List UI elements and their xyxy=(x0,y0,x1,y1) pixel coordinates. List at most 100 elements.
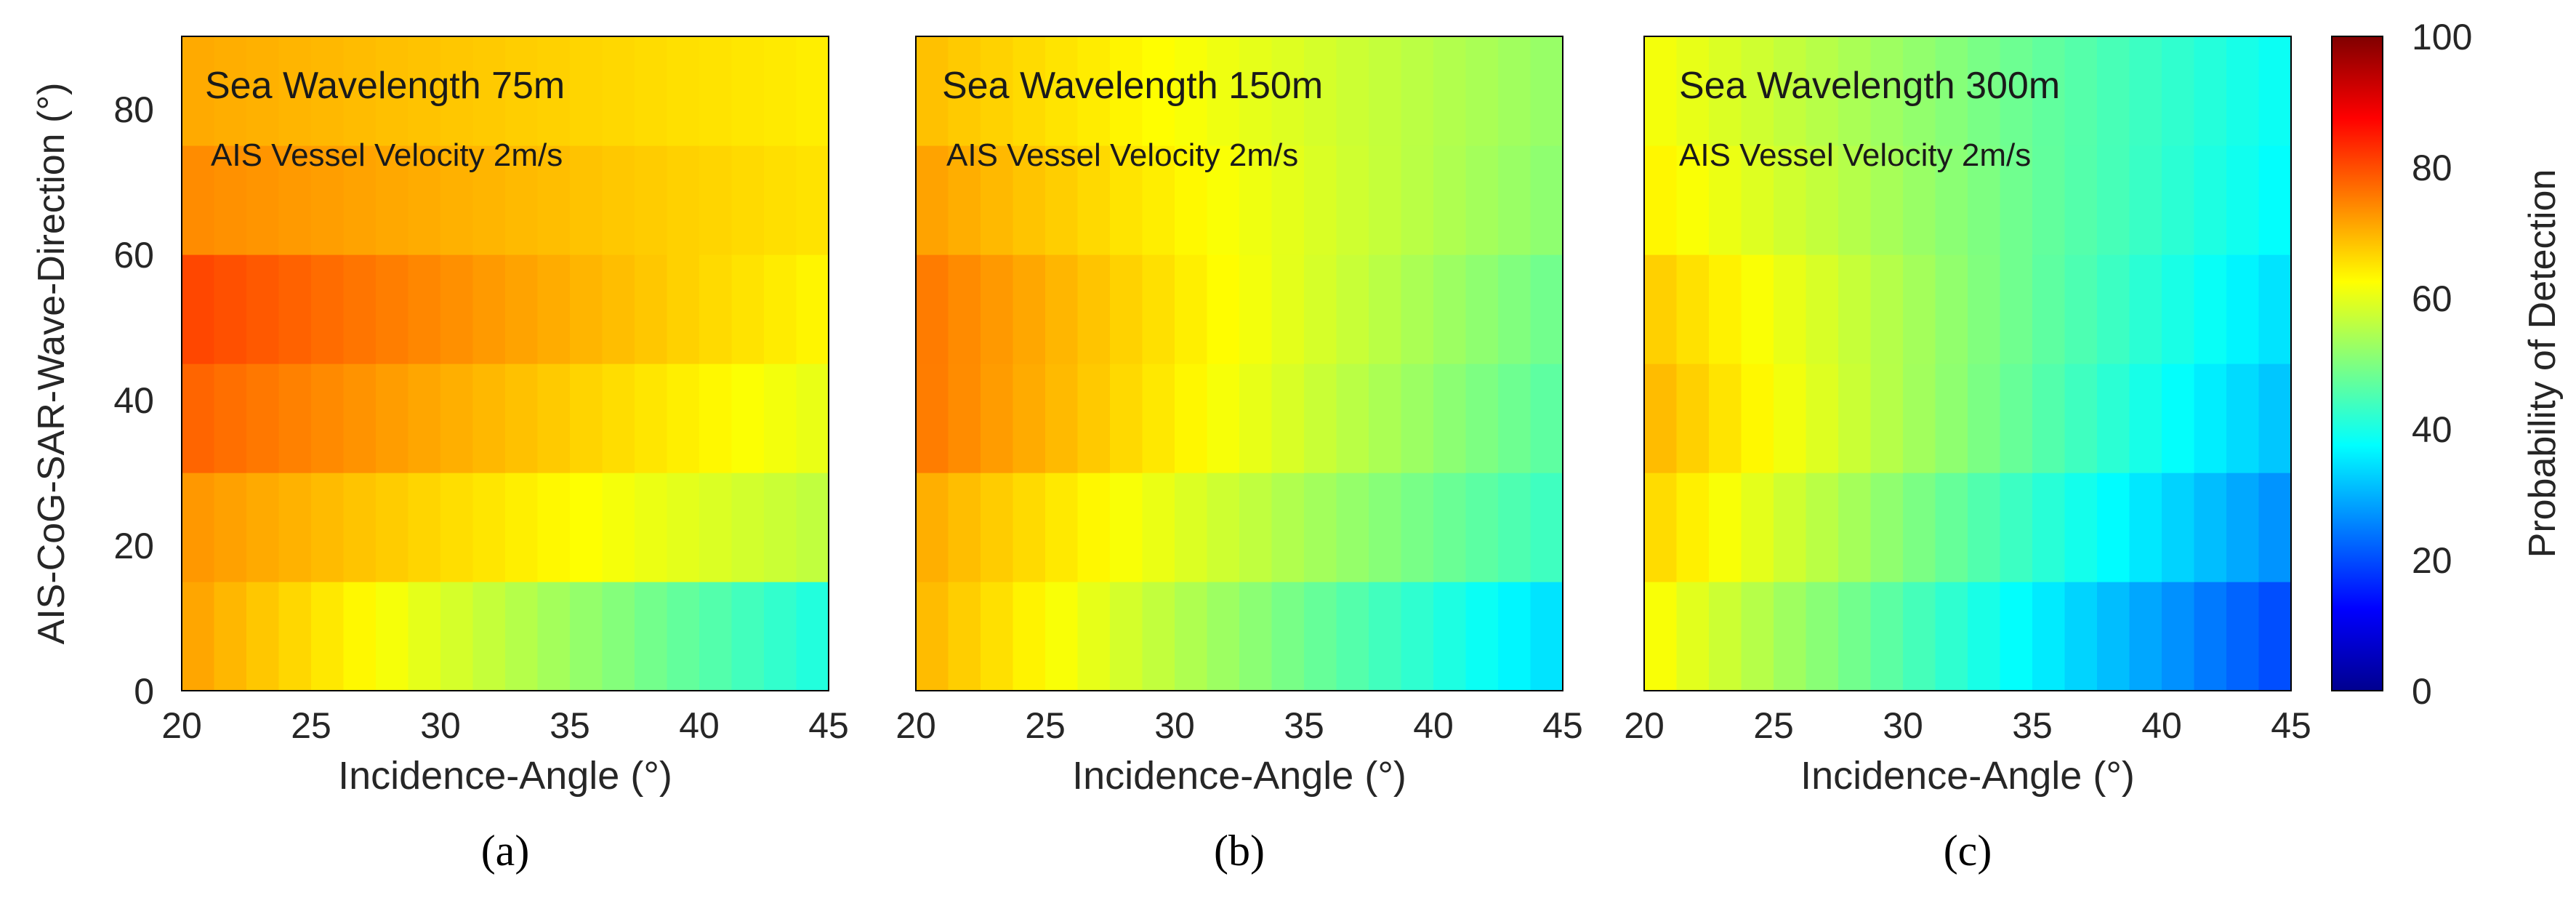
heatmap-cell xyxy=(764,582,797,691)
heatmap-cell xyxy=(1806,145,1839,255)
heatmap-cell xyxy=(667,473,700,582)
heatmap-cell xyxy=(731,145,765,255)
panel-a-x-axis-label: Incidence-Angle (°) xyxy=(338,754,672,798)
heatmap-cell xyxy=(1465,364,1499,473)
heatmap-cell xyxy=(916,582,949,691)
heatmap-cell xyxy=(1336,254,1369,364)
heatmap-cell xyxy=(1644,254,1678,364)
heatmap-cell xyxy=(2162,36,2195,146)
heatmap-cell xyxy=(1644,364,1678,473)
heatmap-cell xyxy=(1774,36,1807,146)
heatmap-cell xyxy=(246,364,280,473)
heatmap-cell xyxy=(2000,36,2033,146)
heatmap-cell xyxy=(1644,473,1678,582)
panel-c: Sea Wavelength 300m AIS Vessel Velocity … xyxy=(1624,36,2311,875)
heatmap-cell xyxy=(1239,364,1273,473)
heatmap-cell xyxy=(2000,254,2033,364)
heatmap-cell xyxy=(505,364,539,473)
panel-c-x-ticks: 20 25 30 35 40 45 xyxy=(1624,705,2311,746)
heatmap-cell xyxy=(214,582,247,691)
heatmap-cell xyxy=(635,473,668,582)
heatmap-cell xyxy=(764,36,797,146)
heatmap-cell xyxy=(731,473,765,582)
heatmap-cell xyxy=(343,145,377,255)
heatmap-cell xyxy=(278,254,312,364)
heatmap-cell xyxy=(472,145,506,255)
heatmap-cell xyxy=(1838,36,1872,146)
heatmap-cell xyxy=(916,254,949,364)
heatmap-cell xyxy=(699,145,733,255)
heatmap-cell xyxy=(1870,145,1904,255)
heatmap-cell xyxy=(1903,36,1936,146)
heatmap-cell xyxy=(2194,364,2227,473)
heatmap-cell xyxy=(1207,582,1240,691)
heatmap-cell xyxy=(311,582,345,691)
heatmap-cell xyxy=(505,36,539,146)
heatmap-cell xyxy=(182,36,215,146)
heatmap-cell xyxy=(1433,473,1467,582)
heatmap-cell xyxy=(1774,254,1807,364)
heatmap-cell xyxy=(1530,582,1563,691)
heatmap-cell xyxy=(2032,254,2066,364)
heatmap-cell xyxy=(1498,582,1531,691)
heatmap-cell xyxy=(1498,364,1531,473)
heatmap-cell xyxy=(1935,364,1968,473)
heatmap-cell xyxy=(1968,145,2001,255)
heatmap-cell xyxy=(1774,473,1807,582)
heatmap-cell xyxy=(1465,36,1499,146)
heatmap-cell xyxy=(699,254,733,364)
heatmap-cell xyxy=(764,254,797,364)
heatmap-cell xyxy=(1644,36,1678,146)
heatmap-cell xyxy=(1433,254,1467,364)
heatmap-cell xyxy=(1304,145,1337,255)
heatmap-cell xyxy=(1175,254,1208,364)
x-tick-label: 20 xyxy=(1624,705,1665,746)
heatmap-cell xyxy=(1870,36,1904,146)
heatmap-cell xyxy=(2162,145,2195,255)
heatmap-cell xyxy=(182,145,215,255)
heatmap-cell xyxy=(1013,145,1046,255)
heatmap-cell xyxy=(1142,36,1175,146)
x-tick-label: 45 xyxy=(2271,705,2311,746)
heatmap-cell xyxy=(246,36,280,146)
heatmap-cell xyxy=(2194,145,2227,255)
heatmap-cell xyxy=(311,254,345,364)
x-tick-label: 30 xyxy=(420,705,461,746)
heatmap-cell xyxy=(1142,582,1175,691)
heatmap-cell xyxy=(570,145,603,255)
heatmap-cell xyxy=(1110,582,1143,691)
heatmap-cell xyxy=(981,254,1014,364)
heatmap-cell xyxy=(1304,473,1337,582)
heatmap-cell xyxy=(1045,582,1079,691)
heatmap-cell xyxy=(570,473,603,582)
heatmap-cell xyxy=(2032,364,2066,473)
heatmap-cell xyxy=(1175,473,1208,582)
y-tick-label: 80 xyxy=(113,89,154,130)
heatmap-cell xyxy=(1741,254,1774,364)
heatmap-cell xyxy=(1530,145,1563,255)
heatmap-cell xyxy=(602,473,635,582)
heatmap-cell xyxy=(602,145,635,255)
heatmap-cell xyxy=(182,473,215,582)
heatmap-cell xyxy=(214,364,247,473)
heatmap-cell xyxy=(1968,582,2001,691)
heatmap-cell xyxy=(1498,254,1531,364)
heatmap-cell xyxy=(1336,582,1369,691)
heatmap-cell xyxy=(948,36,981,146)
heatmap-cell xyxy=(376,473,409,582)
heatmap-cell xyxy=(1401,582,1434,691)
heatmap-cell xyxy=(667,364,700,473)
heatmap-cell xyxy=(1077,582,1111,691)
heatmap-cell xyxy=(1644,582,1678,691)
heatmap-cell xyxy=(537,36,571,146)
heatmap-cell xyxy=(1207,364,1240,473)
heatmap-cell xyxy=(699,582,733,691)
heatmap-cell xyxy=(1369,36,1402,146)
heatmap-cell xyxy=(667,36,700,146)
heatmap-cell xyxy=(2129,36,2162,146)
heatmap-cell xyxy=(278,364,312,473)
heatmap-cell xyxy=(1304,36,1337,146)
heatmap-cell xyxy=(1110,145,1143,255)
panel-c-subtitle: AIS Vessel Velocity 2m/s xyxy=(1679,137,2031,173)
heatmap-cell xyxy=(1741,582,1774,691)
